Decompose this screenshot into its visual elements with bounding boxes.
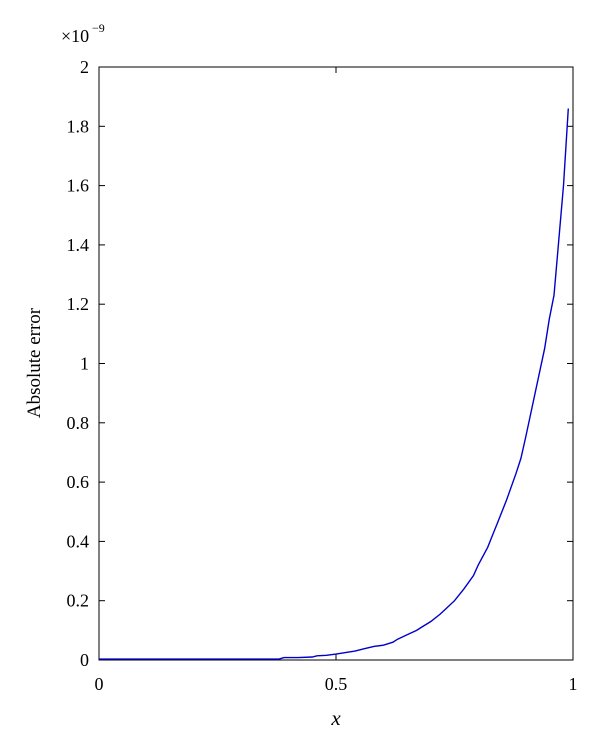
- y-axis-label: Absolute error: [24, 307, 45, 418]
- y-tick-label: 1.4: [67, 235, 90, 255]
- y-tick-label: 1.8: [67, 116, 90, 136]
- y-tick-label: 1.6: [67, 176, 90, 196]
- x-tick-label: 1: [569, 674, 578, 694]
- y-tick-label: 1.2: [67, 294, 90, 314]
- y-axis-exponent-power: −9: [92, 21, 105, 35]
- y-tick-label: 0.2: [67, 591, 90, 611]
- x-tick-label: 0.5: [325, 674, 348, 694]
- y-tick-label: 1: [80, 354, 89, 374]
- plot-frame: [99, 67, 573, 660]
- y-tick-label: 0.6: [67, 472, 90, 492]
- axis-tick-labels: 0 0.2 0.4 0.6 0.8 1 1.2 1.4 1.6 1.8 2 0 0.5 1: [67, 57, 578, 694]
- y-tick-label: 0.4: [67, 531, 90, 551]
- series-line: [99, 109, 568, 660]
- y-axis-exponent: ×10 −9: [61, 21, 105, 46]
- axis-ticks: [99, 67, 573, 660]
- y-tick-label: 0.8: [67, 413, 90, 433]
- y-tick-label: 2: [80, 57, 89, 77]
- x-tick-label: 0: [95, 674, 104, 694]
- x-axis-label: x: [330, 706, 341, 730]
- y-tick-label: 0: [80, 650, 89, 670]
- y-axis-exponent-base: ×10: [61, 26, 89, 46]
